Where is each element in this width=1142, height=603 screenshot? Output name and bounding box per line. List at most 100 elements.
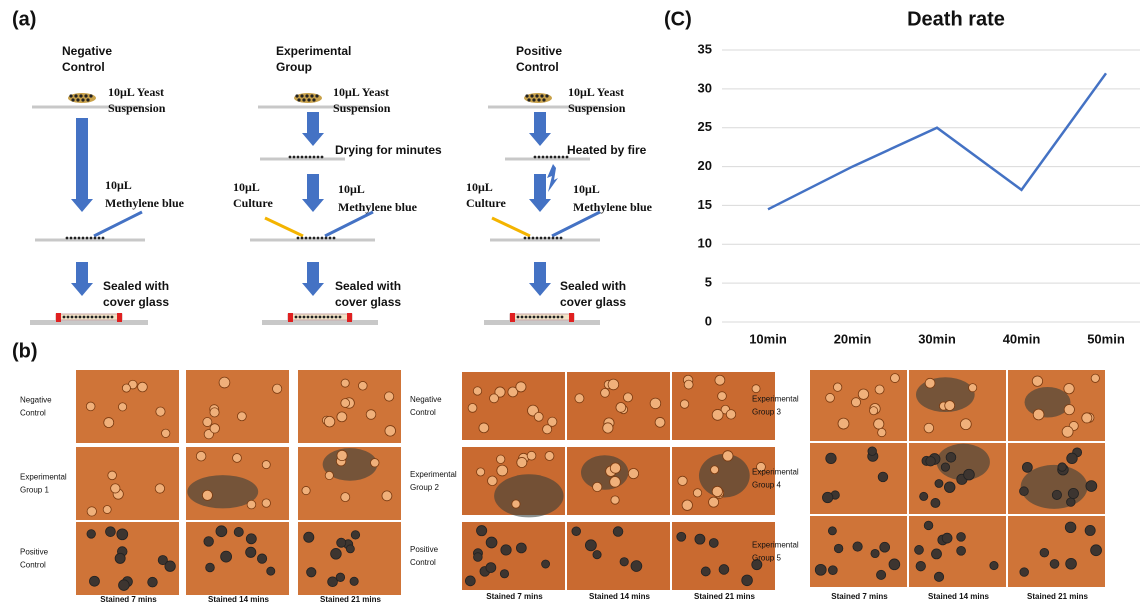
column-label: Stained 7 mins bbox=[831, 592, 888, 601]
pipette bbox=[324, 210, 374, 238]
yeast-cell bbox=[288, 155, 292, 159]
step-text: Methylene blue bbox=[338, 200, 418, 214]
yeast-cell bbox=[298, 315, 302, 319]
cell bbox=[340, 378, 350, 388]
cell bbox=[968, 383, 978, 393]
cell bbox=[963, 468, 975, 481]
y-tick-label: 15 bbox=[698, 197, 712, 212]
cell bbox=[324, 470, 334, 481]
yeast-cell bbox=[304, 236, 308, 240]
cell bbox=[358, 381, 368, 391]
cell bbox=[924, 377, 936, 389]
yeast-cell bbox=[304, 155, 308, 159]
cell bbox=[218, 376, 231, 389]
row-label: Experimental bbox=[752, 541, 799, 550]
cell bbox=[157, 555, 168, 566]
cell bbox=[694, 533, 706, 545]
yeast-cell bbox=[308, 155, 312, 159]
cell bbox=[85, 401, 96, 412]
cell bbox=[485, 536, 498, 549]
cell bbox=[476, 525, 488, 537]
cell bbox=[877, 471, 889, 483]
yeast-cell bbox=[555, 236, 559, 240]
row-label: Group 1 bbox=[20, 486, 49, 495]
yeast-cell bbox=[302, 315, 306, 319]
yeast-cell bbox=[320, 155, 324, 159]
cell bbox=[467, 403, 478, 413]
step-title: Control bbox=[62, 60, 105, 74]
cell bbox=[203, 536, 214, 547]
cell bbox=[1032, 408, 1045, 421]
yeast-drop bbox=[524, 93, 552, 103]
panel-label: (a) bbox=[12, 8, 36, 30]
cell bbox=[943, 481, 956, 493]
yeast-cell bbox=[312, 236, 316, 240]
cell bbox=[1065, 557, 1077, 570]
cell bbox=[89, 575, 100, 587]
column-label: Stained 14 mins bbox=[589, 592, 650, 601]
cell bbox=[679, 399, 690, 409]
cell bbox=[708, 496, 720, 508]
yeast-cell bbox=[330, 315, 334, 319]
arrow bbox=[529, 112, 551, 146]
step-title: Experimental bbox=[276, 44, 351, 58]
cell bbox=[533, 411, 544, 422]
arrow bbox=[302, 262, 324, 296]
step-text: cover glass bbox=[335, 295, 401, 309]
cell bbox=[499, 569, 510, 579]
yeast-cell bbox=[545, 155, 549, 159]
micrograph bbox=[298, 522, 401, 595]
cell bbox=[478, 422, 490, 434]
yeast-cell bbox=[536, 315, 540, 319]
seal bbox=[288, 313, 293, 322]
yeast-cell bbox=[69, 94, 73, 98]
step-text: Culture bbox=[233, 196, 273, 210]
cell bbox=[1057, 462, 1067, 472]
cell bbox=[102, 505, 112, 514]
cell bbox=[869, 406, 879, 416]
x-tick-label: 40min bbox=[1003, 331, 1041, 346]
yeast-cell bbox=[535, 236, 539, 240]
cell bbox=[516, 457, 528, 468]
cell bbox=[384, 391, 395, 402]
step-text: 10μL bbox=[573, 182, 600, 196]
cell bbox=[940, 462, 951, 472]
row-label: Negative bbox=[20, 396, 52, 405]
yeast-cell bbox=[553, 155, 557, 159]
yeast-cell bbox=[102, 315, 106, 319]
yeast-cell bbox=[338, 315, 342, 319]
yeast-cell bbox=[561, 155, 565, 159]
cell bbox=[1066, 452, 1078, 465]
yeast-cell bbox=[314, 315, 318, 319]
yeast-cell bbox=[110, 315, 114, 319]
cell bbox=[1051, 489, 1062, 500]
cell bbox=[1063, 383, 1075, 395]
yeast-cell bbox=[557, 155, 561, 159]
cell bbox=[507, 386, 519, 398]
step-text: 10μL bbox=[233, 180, 260, 194]
step-text: Suspension bbox=[333, 101, 391, 115]
cell bbox=[877, 427, 887, 438]
cell bbox=[86, 529, 96, 539]
cell bbox=[245, 533, 257, 545]
cell bbox=[956, 532, 966, 542]
row-label: Positive bbox=[410, 545, 439, 554]
yeast-cell bbox=[556, 315, 560, 319]
yeast-cell bbox=[316, 236, 320, 240]
yeast-cell bbox=[528, 315, 532, 319]
yeast-cell bbox=[552, 315, 556, 319]
yeast-cell bbox=[547, 236, 551, 240]
yeast-cell bbox=[89, 94, 93, 98]
stain bbox=[322, 448, 378, 481]
cell bbox=[1019, 567, 1029, 577]
yeast-cell bbox=[532, 98, 536, 102]
step-text: Methylene blue bbox=[105, 196, 185, 210]
yeast-cell bbox=[300, 94, 304, 98]
cell bbox=[609, 476, 621, 488]
cell bbox=[1081, 412, 1093, 424]
stain bbox=[698, 453, 750, 498]
cell bbox=[350, 530, 361, 540]
cell bbox=[201, 489, 213, 501]
yeast-cell bbox=[549, 155, 553, 159]
cell bbox=[852, 541, 863, 552]
